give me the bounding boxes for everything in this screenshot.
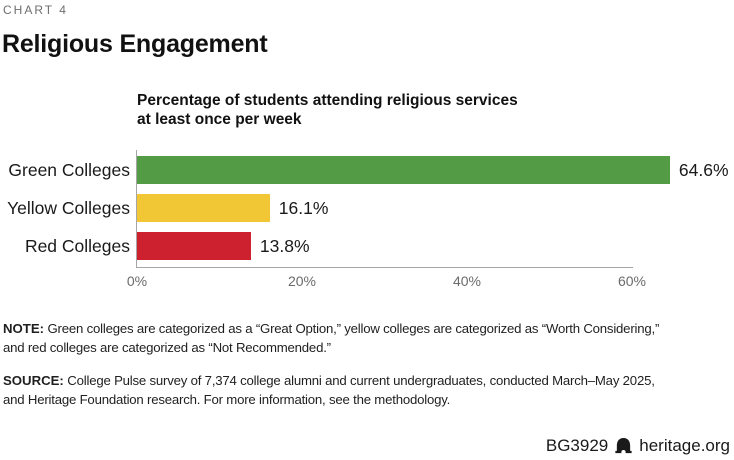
- note-line2: and red colleges are categorized as “Not…: [3, 340, 331, 355]
- bar-row-yellow-colleges: Yellow Colleges 16.1%: [0, 189, 734, 227]
- page-title: Religious Engagement: [2, 30, 268, 58]
- source-line1: College Pulse survey of 7,374 college al…: [67, 373, 655, 388]
- report-id: BG3929: [545, 436, 609, 455]
- value-label: 16.1%: [278, 197, 329, 218]
- site-link[interactable]: heritage.org: [639, 436, 730, 455]
- category-label: Yellow Colleges: [7, 197, 130, 218]
- value-label: 13.8%: [259, 235, 310, 256]
- category-label: Green Colleges: [8, 159, 130, 180]
- note-label: NOTE:: [3, 321, 45, 336]
- x-axis-tick-labels: 0% 20% 40% 60%: [0, 273, 734, 291]
- source-line2: and Heritage Foundation research. For mo…: [3, 392, 451, 407]
- chart-number-label: CHART 4: [3, 3, 68, 17]
- note-line1: Green colleges are categorized as a “Gre…: [47, 321, 660, 336]
- note-text: NOTE: Green colleges are categorized as …: [3, 319, 733, 357]
- heritage-bell-icon: [614, 437, 633, 456]
- chart-subtitle: Percentage of students attending religio…: [137, 91, 518, 129]
- value-label: 64.6%: [678, 159, 729, 180]
- x-axis-tick-label: 20%: [287, 273, 317, 289]
- x-axis-tick-label: 0%: [126, 273, 148, 289]
- footer: BG3929 heritage.org: [546, 436, 730, 456]
- category-label: Red Colleges: [24, 235, 130, 256]
- green-bar: [137, 156, 670, 184]
- x-axis-tick-label: 40%: [452, 273, 482, 289]
- chart-subtitle-line2: at least once per week: [137, 111, 302, 128]
- red-bar: [137, 232, 251, 260]
- bar-row-red-colleges: Red Colleges 13.8%: [0, 227, 734, 265]
- source-label: SOURCE:: [3, 373, 64, 388]
- source-text: SOURCE: College Pulse survey of 7,374 co…: [3, 371, 733, 409]
- bar-row-green-colleges: Green Colleges 64.6%: [0, 151, 734, 189]
- bar-rows: Green Colleges 64.6% Yellow Colleges 16.1% R…: [0, 151, 734, 265]
- yellow-bar: [137, 194, 270, 222]
- x-axis-tick-label: 60%: [617, 273, 647, 289]
- chart-subtitle-line1: Percentage of students attending religio…: [137, 92, 518, 109]
- x-axis-line: [136, 267, 633, 268]
- y-axis-line: [136, 150, 137, 268]
- bar-chart: Green Colleges 64.6% Yellow Colleges 16.1% R…: [0, 150, 734, 291]
